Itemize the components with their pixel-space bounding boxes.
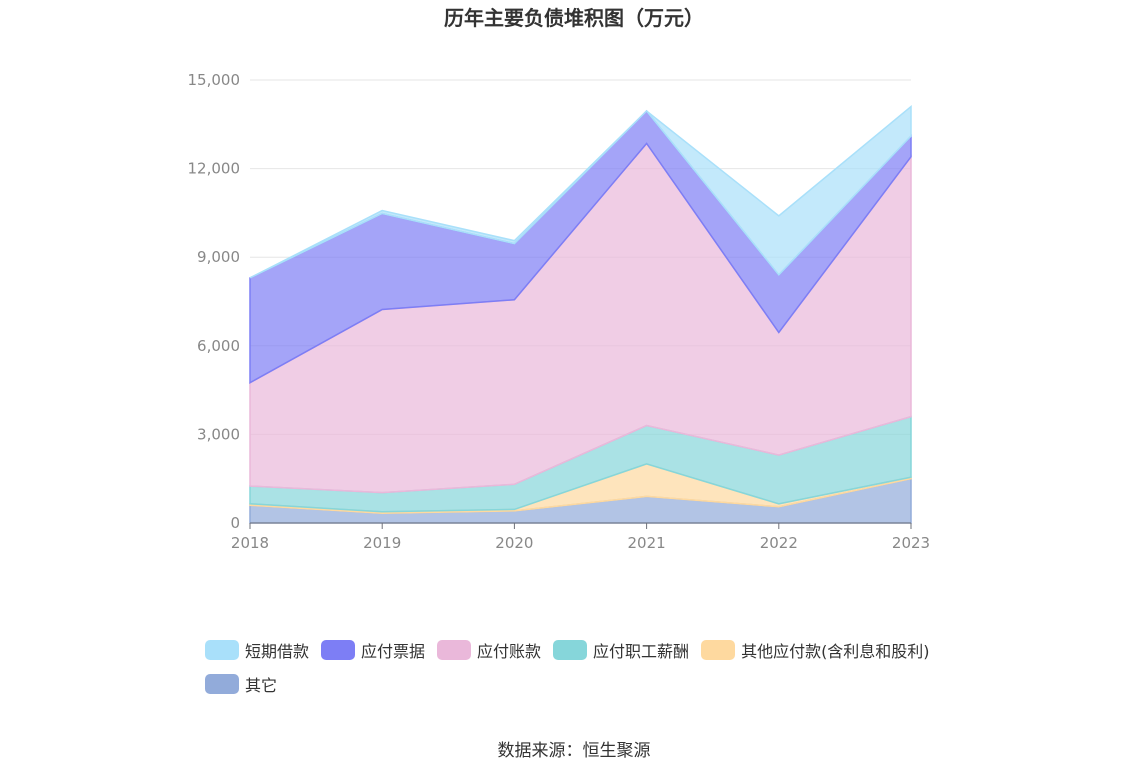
y-tick-label: 9,000 <box>197 248 240 266</box>
legend-item[interactable]: 其它 <box>205 672 277 696</box>
legend-swatch <box>321 640 356 660</box>
legend-label: 其它 <box>245 676 278 695</box>
data-source-note: 数据来源：恒生聚源 <box>497 741 651 761</box>
legend-swatch <box>553 640 588 660</box>
legend-swatch <box>205 640 239 660</box>
x-tick-label: 2023 <box>892 534 930 552</box>
chart-title: 历年主要负债堆积图（万元） <box>444 6 704 30</box>
legend-item[interactable]: 短期借款 <box>205 638 309 662</box>
legend-label: 应付职工薪酬 <box>593 642 690 661</box>
legend: 短期借款 应付票据 应付账款 应付职工薪酬 其他应付款(含利息和股利) 其它 <box>205 638 965 706</box>
x-tick-label: 2020 <box>495 534 533 552</box>
legend-swatch <box>701 640 736 660</box>
legend-swatch <box>437 640 472 660</box>
legend-item[interactable]: 应付账款 <box>437 638 541 662</box>
y-tick-label: 12,000 <box>188 160 241 178</box>
area-series <box>249 104 912 524</box>
y-tick-label: 6,000 <box>197 337 240 355</box>
legend-item[interactable]: 其他应付款(含利息和股利) <box>701 638 930 662</box>
y-tick-label: 0 <box>230 514 240 532</box>
axes: 0 3,000 6,000 9,000 12,000 15,000 2018 2019 2020… <box>188 71 931 552</box>
legend-item[interactable]: 应付票据 <box>321 638 425 662</box>
legend-swatch <box>205 674 239 694</box>
legend-label: 应付票据 <box>361 642 426 661</box>
legend-label: 其他应付款(含利息和股利) <box>741 642 930 661</box>
x-tick-label: 2021 <box>628 534 666 552</box>
legend-label: 应付账款 <box>477 642 542 661</box>
y-tick-label: 3,000 <box>197 425 240 443</box>
x-tick-label: 2019 <box>363 534 401 552</box>
area-短期借款 <box>249 104 912 279</box>
stacked-area-chart: 0 3,000 6,000 9,000 12,000 15,000 2018 2019 2020… <box>188 71 931 552</box>
y-tick-label: 15,000 <box>188 71 241 89</box>
legend-label: 短期借款 <box>245 642 310 661</box>
legend-item[interactable]: 应付职工薪酬 <box>553 638 689 662</box>
x-tick-label: 2018 <box>231 534 269 552</box>
x-tick-label: 2022 <box>760 534 798 552</box>
